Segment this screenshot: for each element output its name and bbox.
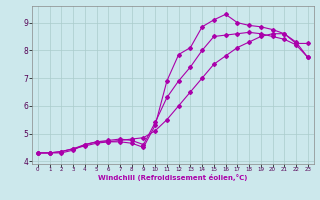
X-axis label: Windchill (Refroidissement éolien,°C): Windchill (Refroidissement éolien,°C) [98,174,247,181]
